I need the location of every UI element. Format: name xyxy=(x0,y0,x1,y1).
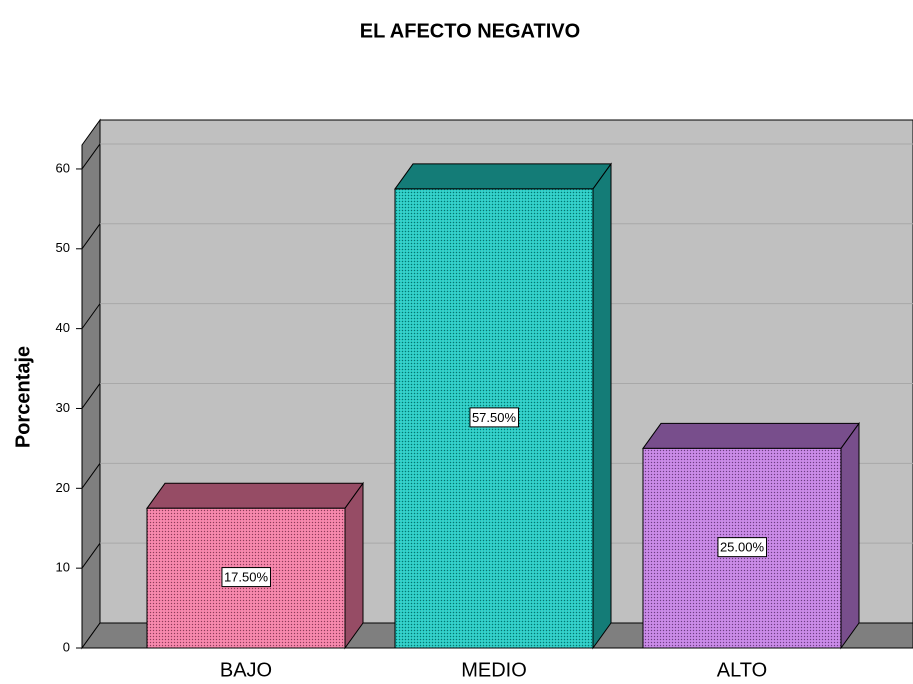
grid-line xyxy=(81,143,101,170)
value-label-box xyxy=(221,567,271,588)
grid-line xyxy=(81,223,101,250)
y-tick-label: 0 xyxy=(63,639,70,654)
grid-line xyxy=(81,303,101,329)
value-label: 57.50% xyxy=(472,410,517,425)
y-axis-label: Porcentaje xyxy=(12,346,34,448)
bar-top xyxy=(642,422,860,449)
grid-line xyxy=(81,542,101,569)
chart-title: EL AFECTO NEGATIVO xyxy=(360,20,580,42)
side-wall xyxy=(81,118,101,650)
value-label-box xyxy=(469,407,519,428)
value-label: 25.00% xyxy=(720,540,765,555)
x-tick-label: BAJO xyxy=(220,659,272,681)
y-tick-label: 30 xyxy=(56,400,70,415)
y-tick-label: 40 xyxy=(56,320,70,335)
bar-side xyxy=(840,421,860,650)
value-label-box xyxy=(717,537,767,558)
value-label: 17.50% xyxy=(224,570,269,585)
bar-top xyxy=(394,163,612,190)
bar-side xyxy=(344,481,364,650)
grid-line xyxy=(81,383,101,409)
y-tick-label: 10 xyxy=(56,560,70,575)
bar-side xyxy=(592,162,612,650)
x-tick-label: MEDIO xyxy=(461,659,527,681)
x-tick-label: ALTO xyxy=(717,659,767,681)
y-tick-label: 60 xyxy=(56,160,70,175)
y-tick-label: 20 xyxy=(56,480,70,495)
y-tick-label: 50 xyxy=(56,240,70,255)
grid-line xyxy=(81,463,101,489)
bar-top xyxy=(146,482,364,509)
